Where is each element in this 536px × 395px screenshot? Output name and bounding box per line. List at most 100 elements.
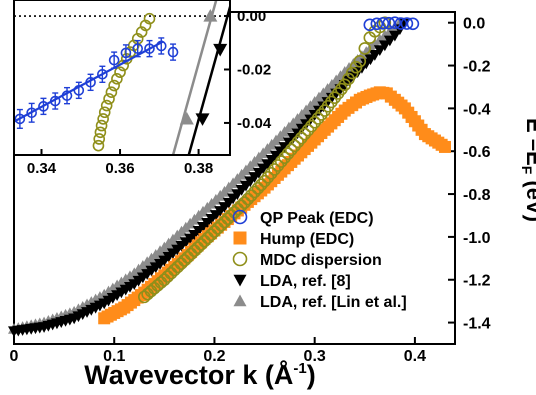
legend-item: LDA, ref. [Lin et al.]: [233, 294, 407, 311]
data-point: [271, 159, 285, 172]
y-axis-label: E –EF (eV): [519, 118, 536, 222]
data-point: [224, 209, 238, 222]
inset-lin-marker: [179, 111, 194, 125]
data-point: [378, 40, 391, 52]
legend-label: MDC dispersion: [260, 252, 382, 269]
data-point: [174, 257, 188, 270]
data-point: [305, 119, 318, 133]
inset-data: [14, 0, 230, 155]
data-point: [164, 267, 178, 280]
data-point: [278, 151, 291, 164]
data-point: [268, 163, 281, 176]
inset-x-tick-label: 0.38: [184, 160, 213, 177]
inset-mdc-point: [98, 106, 111, 119]
data-point: [251, 182, 265, 195]
inset-x-tick-label: 0.34: [27, 160, 57, 177]
data-point: [254, 178, 268, 192]
inset-mdc-point: [95, 119, 108, 132]
data-point: [211, 222, 225, 235]
x-axis-label-exponent: -1: [293, 360, 306, 377]
inset-frame: [13, 0, 231, 156]
inset-lin-line: [171, 0, 218, 155]
data-point: [370, 17, 384, 31]
data-point: [264, 167, 278, 180]
inset-mdc-point: [143, 12, 156, 25]
inset-y-tick-label: -0.04: [237, 115, 272, 132]
data-point: [438, 140, 451, 153]
data-point: [168, 263, 181, 277]
inset-lda8-line: [187, 2, 230, 155]
legend-label: Hump (EDC): [260, 231, 354, 248]
main-plot: 0 0.1 0.2 0.3 0.4 0.0 -0.2 -0.4 -0.6 -0.8 -1.0 -1.2…: [8, 11, 491, 365]
data-point: [284, 143, 298, 157]
x-tick-label: 0.2: [203, 348, 225, 365]
legend-marker: [233, 294, 247, 307]
inset-qp-point: [132, 43, 144, 54]
data-point: [274, 155, 288, 168]
legend-marker: [233, 274, 247, 287]
data-point: [198, 234, 211, 248]
y-tick-label: 0.0: [463, 16, 485, 33]
inset-qp-point: [26, 107, 37, 119]
data-point: [261, 170, 275, 184]
data-point: [178, 254, 191, 267]
inset-qp-point: [120, 47, 132, 59]
data-point: [258, 174, 271, 188]
inset-qp-point: [61, 90, 73, 101]
data-point: [298, 127, 311, 141]
data-point: [301, 123, 315, 137]
inset-mdc-point: [108, 79, 120, 92]
inset-mdc-point: [100, 99, 113, 112]
inset-mdc-point: [92, 139, 105, 152]
data-point: [295, 131, 308, 145]
legend-label: LDA, ref. [Lin et al.]: [260, 294, 407, 311]
data-point: [218, 215, 231, 229]
inset-y-tick-label: 0.00: [237, 8, 266, 25]
data-point: [181, 250, 195, 264]
inset-mdc-point: [94, 126, 107, 139]
data-point: [204, 228, 218, 242]
legend-label: QP Peak (EDC): [260, 210, 374, 227]
data-point: [311, 112, 325, 125]
inset-lda8-marker: [195, 113, 210, 126]
data-point: [161, 270, 174, 283]
data-point: [194, 238, 208, 251]
inset-x-tick-label: 0.36: [105, 160, 134, 177]
data-point: [244, 189, 258, 202]
data-point: [188, 244, 201, 258]
data-point: [394, 17, 408, 30]
inset-mdc-point: [93, 133, 106, 145]
data-point: [382, 16, 396, 30]
y-tick-label: -1.2: [463, 273, 491, 290]
data-point: [241, 192, 255, 206]
inset-y-tick-label: -0.02: [237, 61, 271, 78]
inset-qp-point: [49, 95, 61, 107]
data-point: [231, 202, 245, 216]
inset-qp-point: [97, 68, 108, 80]
main-plot-frame: [13, 11, 456, 345]
inset-mdc-point: [97, 113, 109, 125]
inset-qp-point: [108, 54, 120, 66]
data-point: [383, 35, 396, 47]
inset-qp-point: [167, 46, 179, 58]
data-point: [406, 17, 420, 31]
inset-qp-point: [14, 113, 26, 125]
data-point: [191, 241, 205, 254]
data-point: [201, 231, 215, 245]
data-point: [363, 18, 377, 32]
data-point: [281, 147, 295, 161]
x-axis-label: Wavevector k (Å-1): [84, 359, 315, 390]
data-point: [315, 108, 328, 121]
legend-item: MDC dispersion: [232, 251, 382, 269]
inset-qp-point: [38, 101, 49, 112]
x-axis-label-close: ): [307, 360, 316, 390]
data-point: [288, 139, 301, 153]
y-tick-label: -0.4: [463, 101, 491, 118]
data-point: [388, 16, 402, 30]
data-point: [158, 273, 171, 287]
y-axis-label-unit: (eV): [522, 174, 536, 222]
data-point: [228, 205, 241, 219]
y-tick-label: -0.8: [463, 187, 491, 204]
x-tick-label: 0.4: [404, 348, 426, 365]
